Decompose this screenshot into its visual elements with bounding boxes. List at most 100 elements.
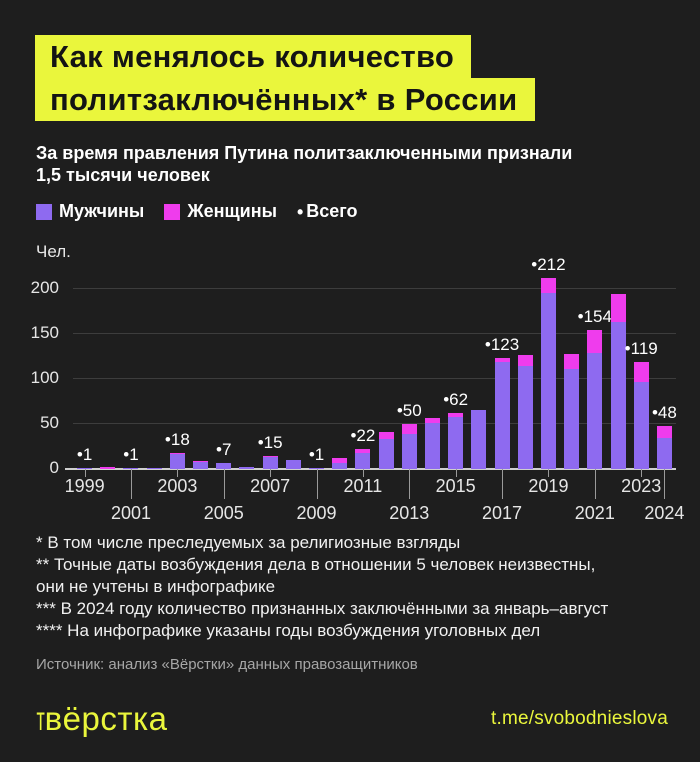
legend-label-women: Женщины: [187, 201, 277, 221]
bar-segment-men-2011: [355, 452, 371, 469]
x-tick-2017: [502, 469, 504, 499]
bar-segment-women-2013: [401, 424, 417, 434]
bar-value-label-2013: •50: [396, 401, 422, 420]
bar-segment-men-2007: [262, 457, 278, 469]
footer: твёрстка t.me/svobodnieslova: [0, 700, 700, 738]
bar-segment-men-2016: [471, 409, 487, 469]
legend-item-women: Женщины: [164, 201, 277, 222]
source-note: Источник: анализ «Вёрстки» данных правоз…: [36, 656, 418, 673]
x-tick-2021: [594, 469, 596, 499]
footnote-line-1: * В том числе преследуемых за религиозны…: [36, 533, 461, 552]
x-tick-label-2021: 2021: [574, 503, 615, 523]
y-tick-label-150: 150: [30, 323, 59, 342]
bar-segment-men-2005: [216, 462, 232, 469]
bar-chart: Чел. 0 50 100 150 200 •1 1999 •1 2001 •18 2003 •7 20…: [0, 240, 700, 530]
bar-value-label-2023: •119: [624, 338, 658, 358]
footnotes: * В том числе преследуемых за религиозны…: [36, 532, 700, 642]
bar-segment-women-2019: [540, 278, 556, 293]
x-tick-2009: [316, 469, 318, 499]
bar-segment-men-2002: [146, 468, 162, 469]
infographic-page: Как менялось количество политзаключённых…: [0, 35, 700, 762]
bar-segment-women-2014: [424, 417, 440, 424]
telegram-link[interactable]: t.me/svobodnieslova: [490, 708, 668, 729]
page-title-text-2: политзаключённых* в России: [35, 78, 535, 121]
bar-segment-men-2001: [123, 468, 139, 469]
bar-value-label-2017: •123: [484, 335, 520, 355]
title-block: Как менялось количество политзаключённых…: [35, 35, 700, 121]
bar-value-label-2007: •15: [257, 432, 283, 452]
bar-segment-women-2024: [656, 425, 672, 438]
bar-value-label-2021: •154: [577, 307, 612, 327]
y-axis-unit-label: Чел.: [36, 242, 71, 261]
gridline-150: [73, 333, 676, 334]
bar-segment-women-2021: [587, 330, 603, 353]
x-tick-label-2011: 2011: [343, 476, 383, 496]
bar-segment-men-2023: [633, 381, 649, 469]
bar-value-label-2009: •1: [308, 445, 325, 465]
gridline-200: [73, 288, 676, 289]
verstka-logo-mark: т: [36, 700, 46, 737]
x-tick-1999: [84, 469, 86, 477]
y-tick-label-0: 0: [49, 458, 59, 477]
bar-segment-men-2009: [309, 468, 325, 469]
x-tick-label-1999: 1999: [64, 476, 105, 496]
x-tick-2007: [270, 469, 272, 477]
bar-value-label-2019: •212: [531, 255, 566, 275]
legend-item-total: • Всего: [297, 201, 358, 222]
bar-segment-men-2004: [193, 461, 209, 469]
x-tick-2011: [362, 469, 364, 477]
plot-area: 0 50 100 150 200 •1 1999 •1 2001 •18 2003 •7 2005 •15…: [31, 255, 685, 523]
bar-value-label-1999: •1: [76, 445, 93, 465]
bar-segment-women-2012: [378, 432, 394, 440]
bar-segment-men-2021: [587, 352, 603, 469]
bar-segment-women-2020: [564, 353, 580, 370]
legend-item-men: Мужчины: [36, 201, 144, 222]
bar-segment-men-2010: [332, 462, 348, 469]
men-color-swatch: [36, 203, 52, 220]
x-tick-label-2019: 2019: [528, 476, 569, 496]
bar-value-label-2001: •1: [123, 445, 139, 465]
bar-value-label-2011: •22: [350, 426, 376, 446]
footnote-line-3: они не учтены в инфографике: [36, 577, 276, 596]
x-tick-2015: [455, 469, 457, 477]
subtitle: За время правления Путина политзаключенн…: [36, 142, 700, 186]
footnote-line-2: ** Точные даты возбуждения дела в отноше…: [36, 555, 596, 574]
bar-segment-women-2022: [610, 293, 626, 323]
bar-segment-men-2020: [564, 369, 580, 469]
bar-segment-women-2018: [517, 354, 533, 367]
bar-segment-men-2003: [169, 453, 185, 469]
y-tick-label-50: 50: [40, 413, 59, 432]
footnote-line-5: **** На инфографике указаны годы возбужд…: [36, 621, 541, 640]
total-bullet-icon: •: [296, 201, 304, 222]
bar-segment-men-2012: [378, 439, 394, 469]
bar-segment-women-2010: [332, 458, 348, 463]
x-tick-label-2007: 2007: [250, 476, 291, 496]
x-tick-2024: [664, 469, 666, 499]
bar-segment-women-2011: [355, 449, 371, 453]
bar-value-label-2024: •48: [651, 402, 677, 422]
bar-value-label-2003: •18: [164, 429, 190, 449]
footnote-line-4: *** В 2024 году количество признанных за…: [36, 599, 609, 618]
bar-segment-men-2018: [517, 366, 533, 469]
bar-segment-men-2006: [239, 467, 255, 469]
bar-segment-women-2015: [448, 413, 464, 417]
x-tick-label-2024: 2024: [644, 503, 685, 523]
page-title-line-1: Как менялось количество: [35, 35, 700, 78]
x-tick-label-2017: 2017: [482, 503, 523, 523]
x-tick-2005: [223, 469, 225, 499]
x-tick-label-2015: 2015: [435, 476, 476, 496]
y-tick-label-100: 100: [30, 368, 59, 387]
bar-segment-men-2014: [424, 423, 440, 469]
x-tick-label-2009: 2009: [296, 503, 337, 523]
gridline-50: [73, 423, 676, 424]
bar-segment-men-2015: [448, 416, 464, 469]
x-tick-label-2005: 2005: [203, 503, 244, 523]
x-tick-label-2023: 2023: [621, 476, 662, 496]
bar-segment-women-2004: [193, 460, 209, 462]
bar-segment-women-2007: [262, 455, 278, 458]
x-tick-label-2003: 2003: [157, 476, 198, 496]
verstka-logo: твёрстка: [33, 700, 168, 738]
bar-segment-men-2022: [610, 322, 626, 469]
x-axis-baseline: [65, 468, 676, 470]
bar-segment-men-2017: [494, 361, 510, 469]
